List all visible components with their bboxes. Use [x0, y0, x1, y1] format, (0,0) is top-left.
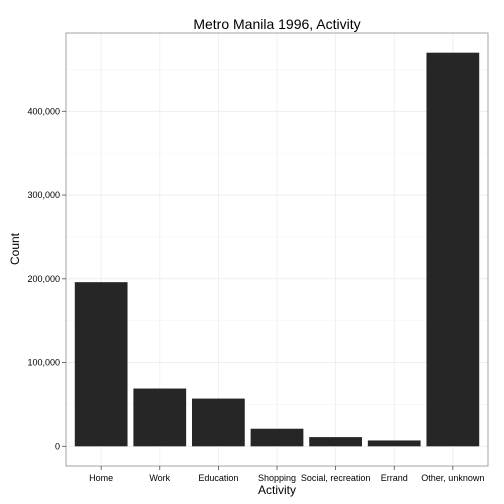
grid-lines: [66, 33, 488, 466]
x-axis-title: Activity: [258, 483, 296, 497]
y-tick-label: 200,000: [27, 274, 60, 284]
x-tick-label: Other, unknown: [421, 473, 484, 483]
bar-shopping: [250, 428, 304, 447]
y-tick-label: 100,000: [27, 358, 60, 368]
x-tick-label: Social, recreation: [301, 473, 371, 483]
x-tick-label: Shopping: [258, 473, 296, 483]
bars: [74, 52, 480, 447]
x-tick-label: Home: [89, 473, 113, 483]
y-tick-label: 300,000: [27, 190, 60, 200]
bar-home: [74, 282, 128, 447]
x-axis-ticks: Home Work Education Shopping Social, recreat…: [89, 466, 484, 483]
x-tick-label: Work: [149, 473, 170, 483]
chart-title: Metro Manila 1996, Activity: [193, 16, 360, 32]
y-tick-label: 0: [55, 441, 60, 451]
x-tick-label: Education: [198, 473, 238, 483]
bar-errand: [367, 440, 421, 447]
y-axis-title: Count: [8, 232, 22, 265]
y-axis-ticks: 0 100,000 200,000 300,000 400,000: [27, 106, 66, 451]
bar-social-recreation: [309, 437, 362, 447]
y-tick-label: 400,000: [27, 106, 60, 116]
bar-other-unknown: [426, 52, 480, 447]
x-tick-label: Errand: [381, 473, 408, 483]
bar-work: [133, 388, 187, 447]
bar-education: [192, 398, 245, 447]
